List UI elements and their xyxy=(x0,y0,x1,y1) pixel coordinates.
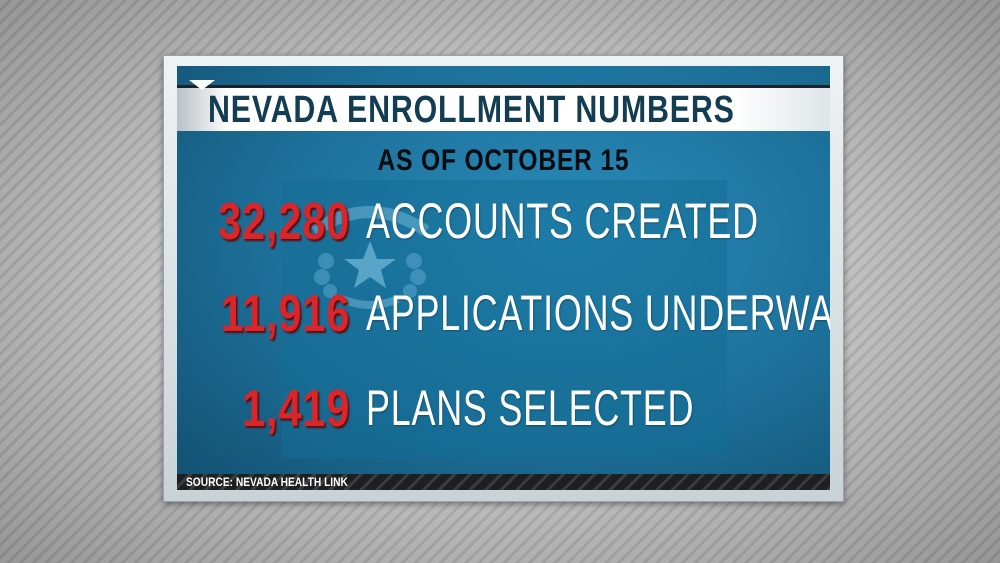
title-bar xyxy=(177,88,830,131)
stat-label: APPLICATIONS UNDERWAY xyxy=(366,285,830,341)
subtitle: AS OF OCTOBER 15 xyxy=(377,144,630,177)
stat-row-accounts: 32,280 ACCOUNTS CREATED xyxy=(177,192,830,251)
content-box xyxy=(282,180,727,458)
source-bar: SOURCE: NEVADA HEALTH LINK xyxy=(177,474,830,490)
stat-number: 32,280 xyxy=(217,193,350,251)
page-title: NEVADA ENROLLMENT NUMBERS xyxy=(208,89,735,131)
source-text: SOURCE: NEVADA HEALTH LINK xyxy=(186,475,348,489)
graphic-panel: NEVADA ENROLLMENT NUMBERS AS OF OCTOBER … xyxy=(177,66,830,490)
stat-number: 1,419 xyxy=(241,380,350,438)
stat-label: ACCOUNTS CREATED xyxy=(366,193,759,249)
nevada-seal-star-icon xyxy=(310,206,430,309)
stat-row-plans: 1,419 PLANS SELECTED xyxy=(177,379,830,438)
stat-label: PLANS SELECTED xyxy=(366,380,695,436)
stat-number: 11,916 xyxy=(220,285,350,343)
top-divider xyxy=(177,85,830,88)
stat-row-applications: 11,916 APPLICATIONS UNDERWAY xyxy=(177,284,830,343)
caret-down-icon xyxy=(189,80,215,90)
